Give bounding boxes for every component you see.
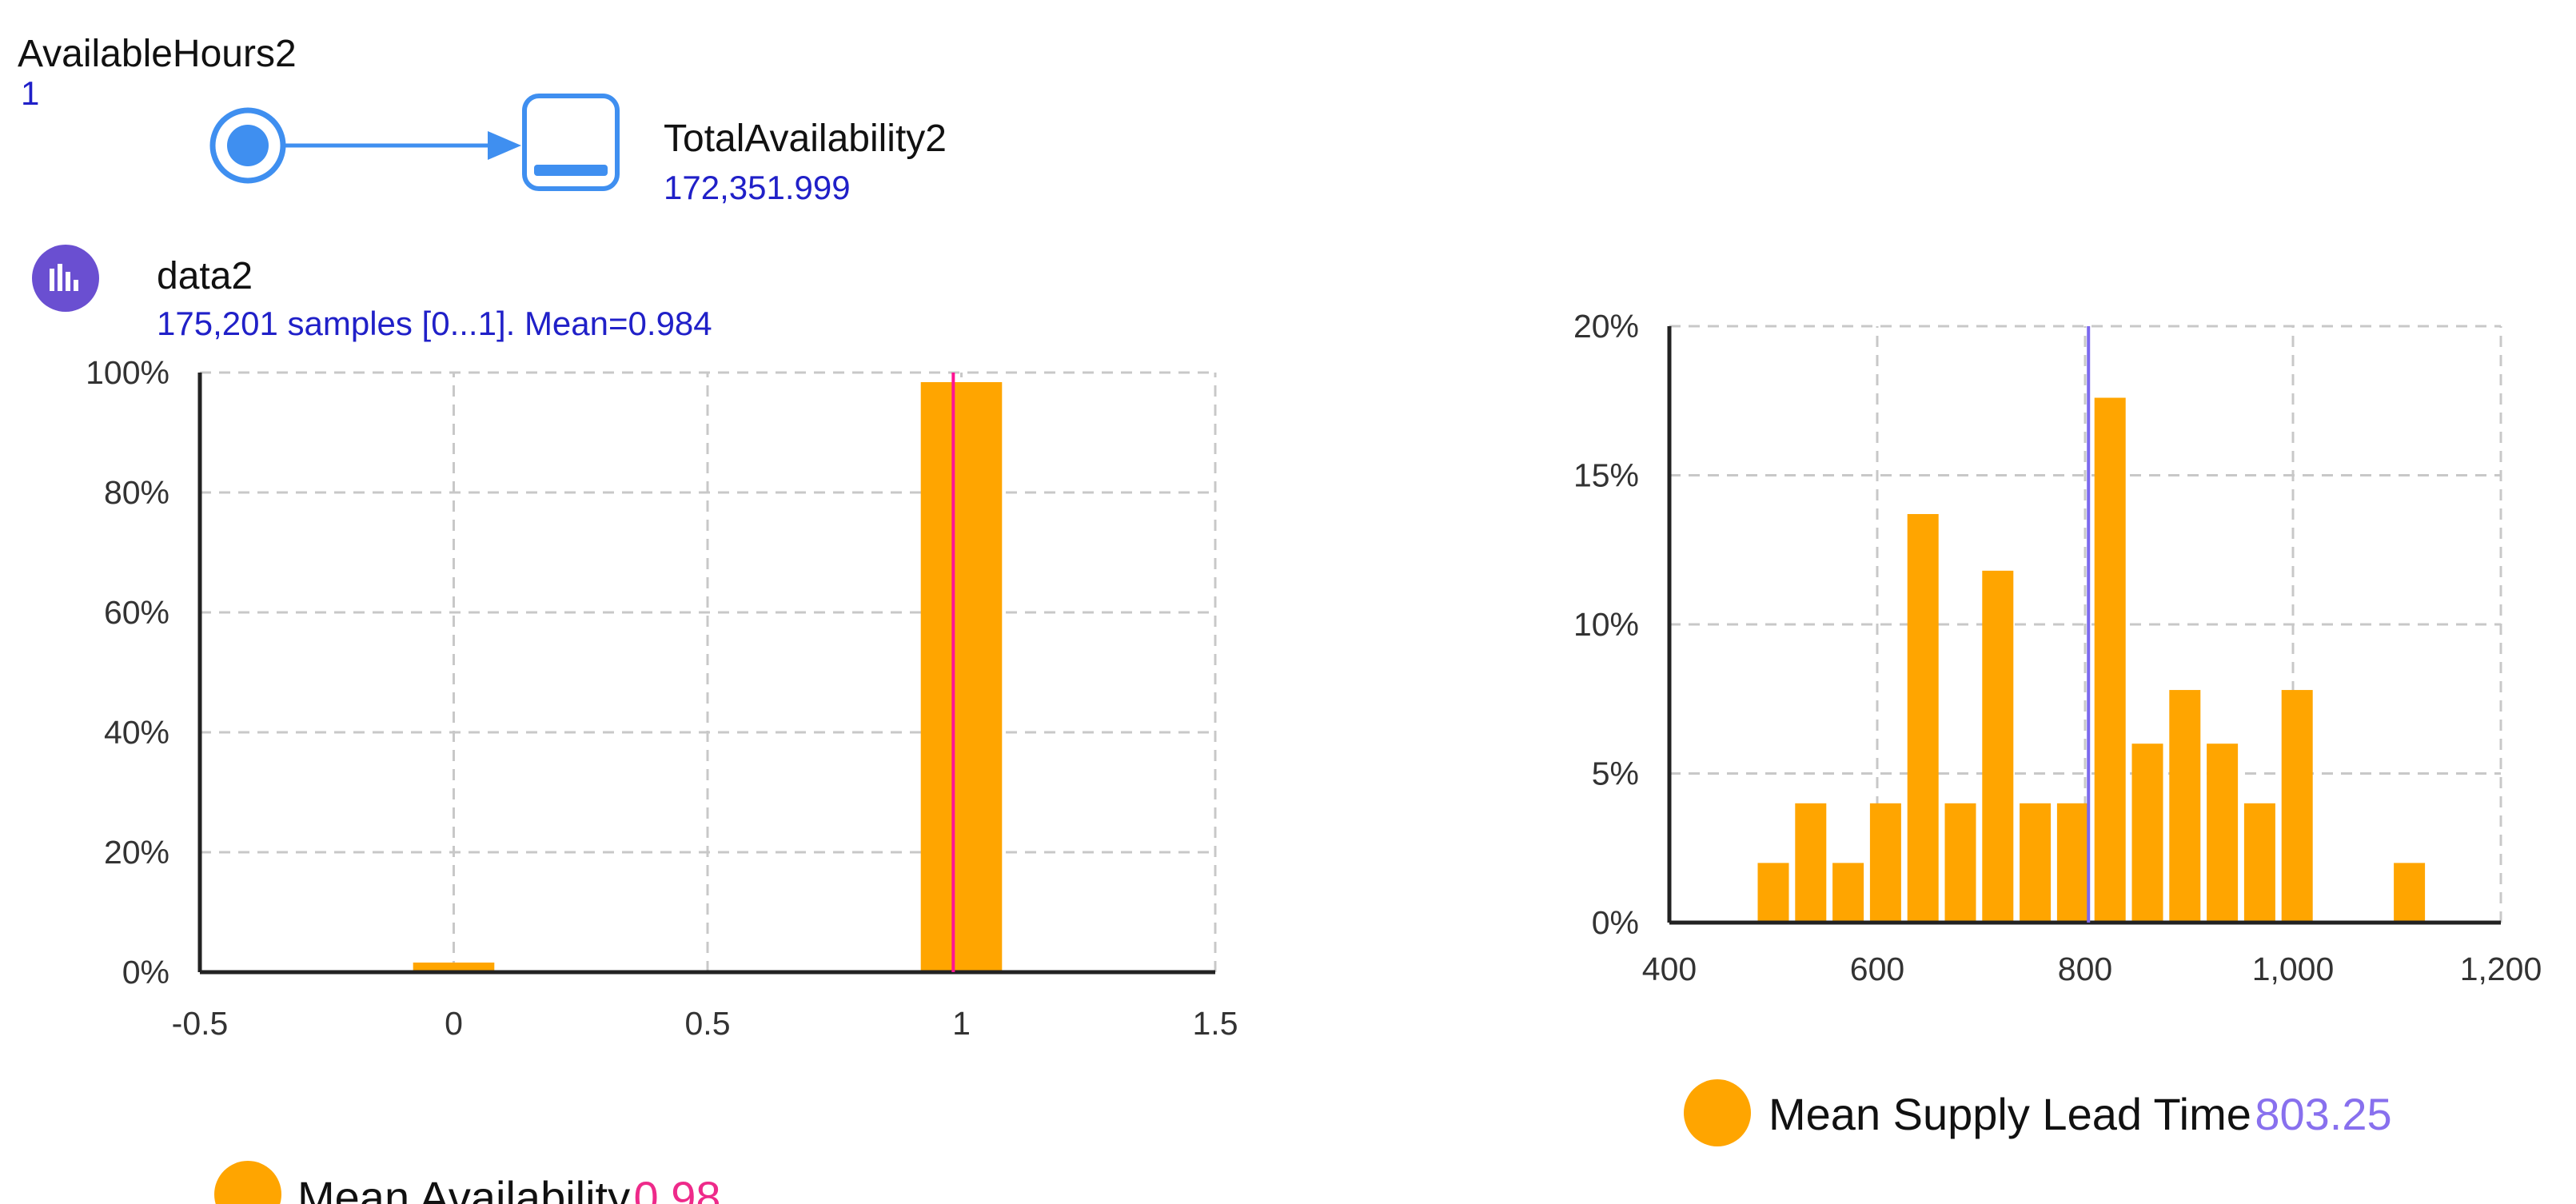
x-tick-label: 400 (1642, 951, 1697, 987)
histogram-bar (2243, 803, 2275, 923)
histogram-bar (2394, 863, 2426, 923)
histogram-bar (2281, 690, 2313, 923)
histogram-bar (2056, 803, 2088, 923)
x-tick-label: 0.5 (685, 1005, 731, 1042)
legend-right: Mean Supply Lead Time 803.25 (1769, 1092, 2392, 1137)
histogram-bar (1944, 803, 1976, 923)
y-tick-label: 15% (1573, 457, 1639, 494)
legend-left-label: Mean Availability (297, 1172, 631, 1204)
y-tick-label: 60% (104, 594, 169, 631)
histogram-bar (1795, 803, 1827, 923)
histogram-bar (2020, 803, 2052, 923)
x-tick-label: -0.5 (172, 1005, 229, 1042)
available-hours-value: 1 (21, 74, 40, 112)
x-tick-label: 1,000 (2252, 951, 2335, 987)
histogram-bar (1907, 513, 1939, 923)
stock-node-icon[interactable] (522, 94, 620, 191)
total-availability-label[interactable]: TotalAvailability2 (664, 118, 947, 160)
input-node-icon[interactable] (209, 107, 286, 184)
histogram-bar (2094, 397, 2126, 923)
histogram-bar (1757, 863, 1789, 923)
x-tick-label: 1,200 (2460, 951, 2542, 987)
dataset-name[interactable]: data2 (157, 255, 253, 297)
dataset-chart-icon[interactable] (32, 245, 99, 312)
x-tick-label: 0 (445, 1005, 463, 1042)
histogram-bar (413, 963, 495, 972)
histogram-bar (2207, 744, 2239, 923)
x-tick-label: 1.5 (1193, 1005, 1238, 1042)
y-tick-label: 20% (104, 834, 169, 871)
legend-right-value: 803.25 (2255, 1089, 2392, 1139)
y-tick-label: 40% (104, 714, 169, 751)
y-tick-label: 80% (104, 474, 169, 511)
y-tick-label: 20% (1573, 308, 1639, 345)
histogram-bar (1982, 570, 2014, 923)
y-tick-label: 100% (86, 354, 169, 391)
legend-right-swatch (1684, 1079, 1751, 1146)
dataset-summary: 175,201 samples [0...1]. Mean=0.984 (157, 305, 712, 342)
legend-left-value: 0.98 (633, 1172, 721, 1204)
histogram-bar (2131, 744, 2163, 923)
legend-right-label: Mean Supply Lead Time (1769, 1089, 2251, 1139)
y-tick-label: 10% (1573, 606, 1639, 643)
available-hours-label[interactable]: AvailableHours2 (18, 33, 297, 75)
y-tick-label: 0% (1592, 904, 1639, 941)
y-tick-label: 0% (122, 954, 169, 991)
y-tick-label: 5% (1592, 755, 1639, 792)
histogram-bar (2169, 690, 2201, 923)
x-tick-label: 1 (952, 1005, 971, 1042)
histogram-bar (1869, 803, 1901, 923)
histogram-bar (920, 382, 1003, 972)
total-availability-value: 172,351.999 (664, 169, 851, 206)
histogram-bar (1832, 863, 1864, 923)
x-tick-label: 600 (1850, 951, 1904, 987)
x-tick-label: 800 (2058, 951, 2112, 987)
legend-left: Mean Availability 0.98 (297, 1175, 721, 1204)
